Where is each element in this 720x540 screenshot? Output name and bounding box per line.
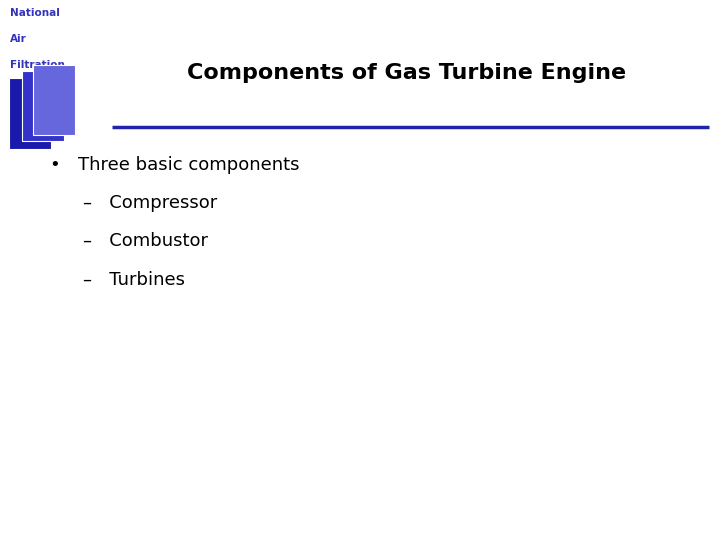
Text: –   Compressor: – Compressor bbox=[83, 193, 217, 212]
Text: •   Three basic components: • Three basic components bbox=[50, 156, 300, 174]
Text: Filtration: Filtration bbox=[10, 60, 65, 70]
Text: Association: Association bbox=[10, 86, 78, 96]
Text: –   Combustor: – Combustor bbox=[83, 232, 208, 251]
Text: –   Turbines: – Turbines bbox=[83, 271, 185, 289]
Bar bbox=[9, 78, 51, 148]
Text: Air: Air bbox=[10, 34, 27, 44]
Text: National: National bbox=[10, 8, 60, 18]
Bar bbox=[33, 65, 75, 135]
Text: Components of Gas Turbine Engine: Components of Gas Turbine Engine bbox=[187, 63, 626, 83]
Bar bbox=[22, 71, 64, 141]
